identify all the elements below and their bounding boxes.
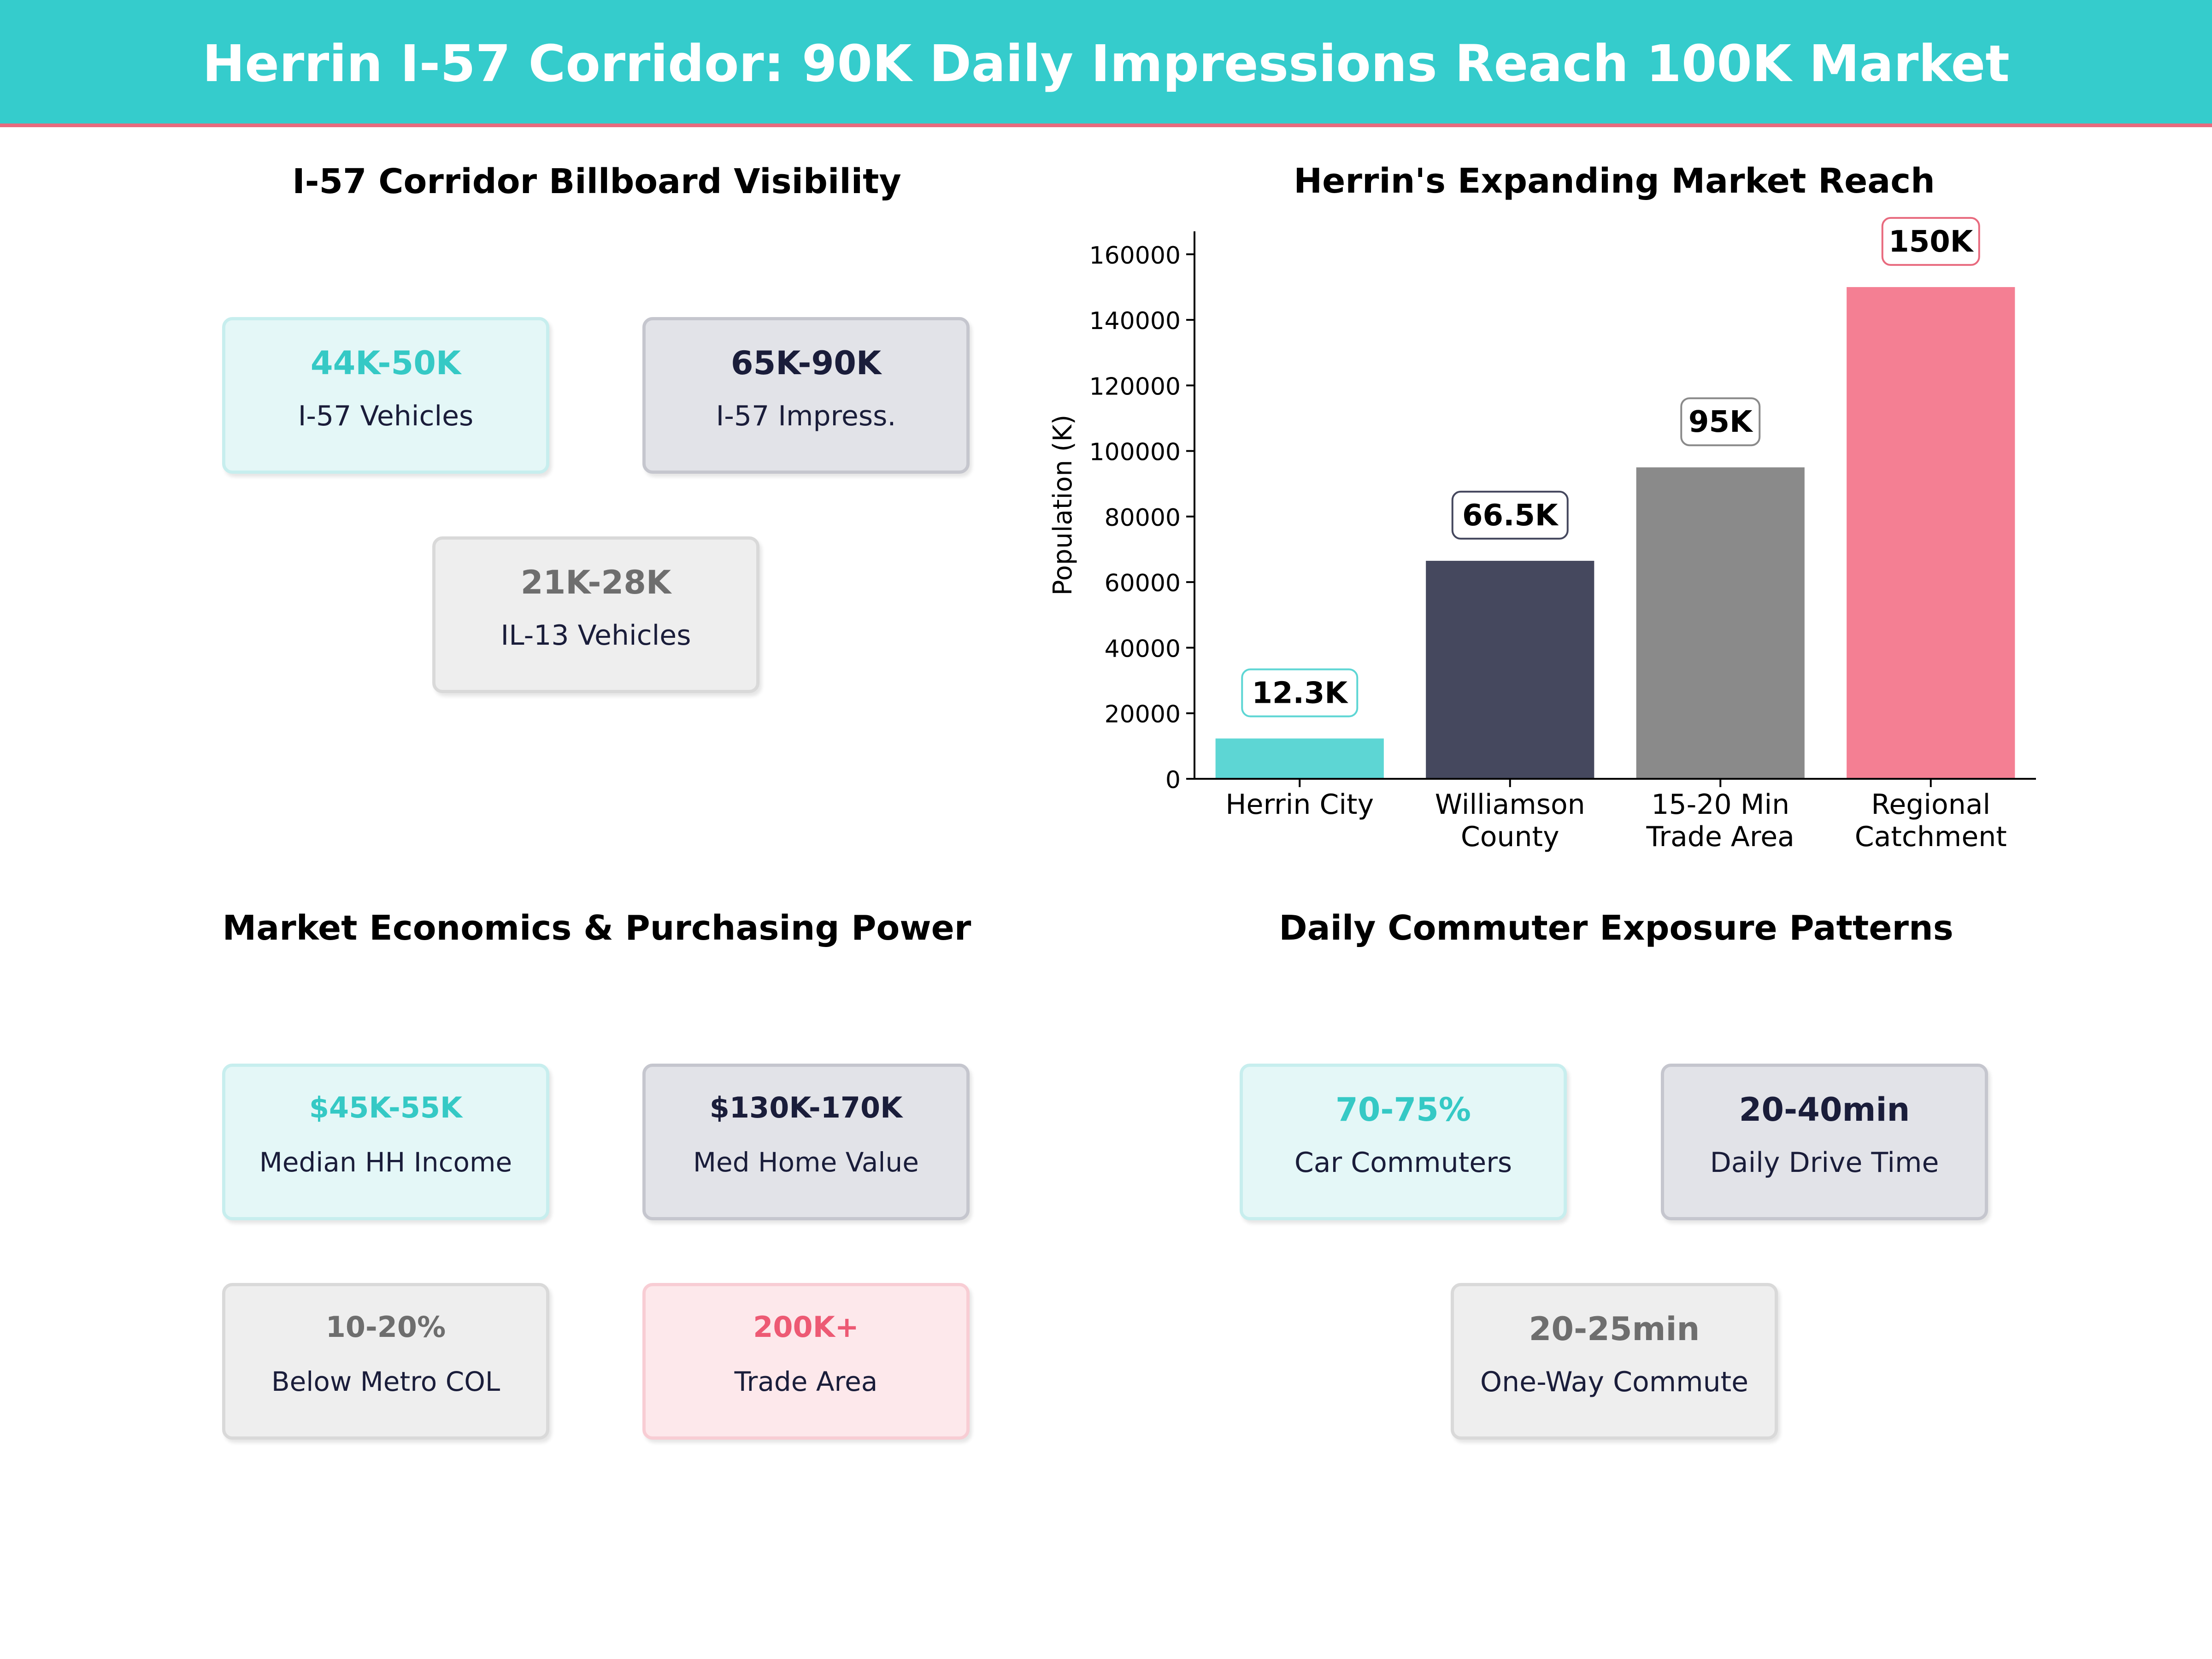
cost-of-living-value: 10-20% — [325, 1310, 446, 1344]
car-commuters-value: 70-75% — [1335, 1091, 1471, 1129]
cost-of-living-label: Below Metro COL — [271, 1366, 500, 1397]
header-banner: Herrin I-57 Corridor: 90K Daily Impressi… — [0, 0, 2212, 127]
y-tick-label: 60000 — [1105, 570, 1181, 597]
bar — [1426, 560, 1594, 779]
visibility-section-title: I-57 Corridor Billboard Visibility — [292, 162, 901, 201]
data-label-box — [1451, 490, 1569, 540]
category-label: County — [1461, 821, 1559, 853]
y-tick-label: 80000 — [1105, 504, 1181, 532]
y-tick-label: 160000 — [1089, 242, 1181, 270]
economics-section-title: Market Economics & Purchasing Power — [222, 908, 971, 948]
cost-of-living-card: 10-20% Below Metro COL — [222, 1283, 549, 1440]
trade-area-card: 200K+ Trade Area — [642, 1283, 970, 1440]
y-tick-label: 140000 — [1089, 307, 1181, 335]
i57-impressions-label: I-57 Impress. — [716, 400, 896, 432]
il13-vehicles-value: 21K-28K — [520, 564, 671, 601]
drive-time-card: 20-40min Daily Drive Time — [1661, 1064, 1988, 1220]
i57-vehicles-card: 44K-50K I-57 Vehicles — [222, 317, 549, 474]
bar — [1636, 467, 1805, 779]
data-label: 95K — [1688, 405, 1753, 439]
page-title: Herrin I-57 Corridor: 90K Daily Impressi… — [202, 34, 2010, 93]
data-label: 12.3K — [1252, 677, 1349, 711]
data-label-box — [1241, 668, 1359, 718]
median-income-value: $45K-55K — [309, 1091, 463, 1124]
y-tick-label: 40000 — [1105, 635, 1181, 663]
drive-time-label: Daily Drive Time — [1710, 1147, 1939, 1179]
car-commuters-label: Car Commuters — [1294, 1147, 1512, 1179]
one-way-commute-value: 20-25min — [1529, 1310, 1700, 1348]
il13-vehicles-label: IL-13 Vehicles — [500, 619, 691, 652]
data-label: 66.5K — [1462, 499, 1559, 533]
y-tick-label: 120000 — [1089, 373, 1181, 400]
home-value-value: $130K-170K — [709, 1091, 903, 1124]
car-commuters-card: 70-75% Car Commuters — [1240, 1064, 1567, 1220]
i57-vehicles-value: 44K-50K — [310, 344, 461, 382]
y-axis-label: Population (K) — [1048, 415, 1078, 595]
y-tick-label: 0 — [1165, 766, 1181, 794]
home-value-label: Med Home Value — [693, 1147, 919, 1178]
bar — [1847, 287, 2015, 779]
category-label: Catchment — [1855, 821, 2007, 853]
drive-time-value: 20-40min — [1739, 1091, 1910, 1129]
data-label: 150K — [1888, 225, 1974, 259]
median-income-label: Median HH Income — [259, 1147, 512, 1178]
chart-title: Herrin's Expanding Market Reach — [1294, 161, 1935, 201]
category-label: Regional — [1871, 788, 1990, 821]
category-label: Trade Area — [1646, 821, 1794, 853]
i57-vehicles-label: I-57 Vehicles — [298, 400, 474, 432]
y-tick-label: 20000 — [1105, 701, 1181, 729]
i57-impressions-value: 65K-90K — [730, 344, 882, 382]
i57-impressions-card: 65K-90K I-57 Impress. — [642, 317, 970, 474]
il13-vehicles-card: 21K-28K IL-13 Vehicles — [432, 536, 759, 693]
data-label-box — [1680, 397, 1761, 447]
commuter-section-title: Daily Commuter Exposure Patterns — [1279, 908, 1953, 948]
category-label: Herrin City — [1225, 788, 1374, 821]
one-way-commute-card: 20-25min One-Way Commute — [1451, 1283, 1778, 1440]
home-value-card: $130K-170K Med Home Value — [642, 1064, 970, 1220]
bar — [1215, 738, 1384, 779]
category-label: 15-20 Min — [1651, 788, 1789, 821]
trade-area-label: Trade Area — [734, 1366, 878, 1397]
data-label-box — [1881, 217, 1980, 266]
median-income-card: $45K-55K Median HH Income — [222, 1064, 549, 1220]
y-tick-label: 100000 — [1089, 439, 1181, 466]
category-label: Williamson — [1435, 788, 1585, 821]
trade-area-value: 200K+ — [753, 1310, 859, 1344]
one-way-commute-label: One-Way Commute — [1480, 1366, 1749, 1398]
